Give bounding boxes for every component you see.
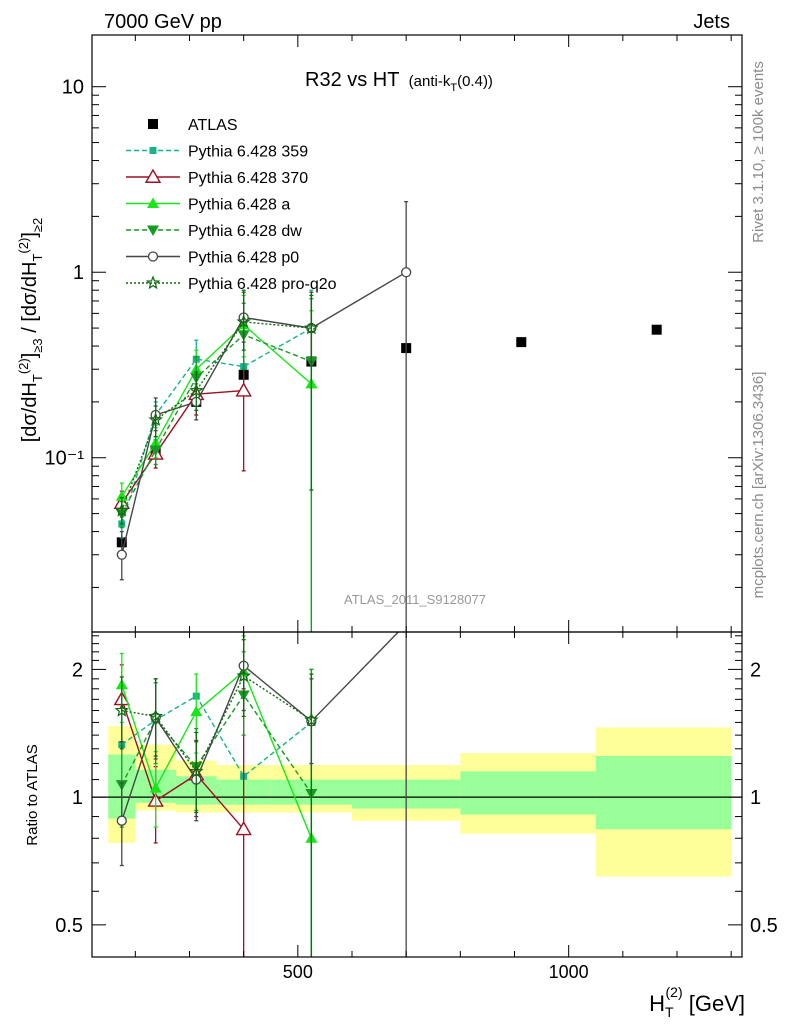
ratio-panel-frame — [91, 631, 743, 958]
top-line-p370 — [121, 389, 244, 504]
axes: 500 1000 10⁻¹ 1 10 0.5 0.5 1 1 2 2 — [45, 34, 778, 982]
legend-label-pa: Pythia 6.428 a — [188, 197, 290, 214]
legend-marker-p370 — [144, 168, 162, 183]
legend-label-pp0: Pythia 6.428 p0 — [188, 250, 299, 267]
top-point-pq2o — [114, 502, 130, 517]
top-y-tick-label: 10 — [62, 77, 84, 99]
ratio-point-pq2o — [148, 708, 163, 723]
top-series-pa — [115, 294, 318, 632]
y-axis-label-bottom: Ratio to ATLAS — [24, 744, 41, 845]
legend-item-pq2o: Pythia 6.428 pro-q2o — [126, 275, 337, 293]
ratio-point-pa — [149, 782, 162, 793]
main-title-sub-a: (anti-k — [409, 73, 451, 90]
main-title: R32 vs HT (anti-kT(0.4)) — [305, 69, 493, 94]
ratio-point-pq2o — [236, 668, 251, 683]
ratio-line-p370 — [121, 699, 245, 830]
ratio-point-pq2o — [304, 712, 319, 727]
svg-text:Rivet 3.1.10, ≥ 100k events: Rivet 3.1.10, ≥ 100k events — [750, 61, 767, 243]
legend-label-pq2o: Pythia 6.428 pro-q2o — [188, 276, 337, 293]
top-line-p359 — [121, 327, 312, 525]
ratio-point-pq2o — [189, 763, 204, 778]
legend-item-p359: Pythia 6.428 359 — [126, 144, 308, 161]
legend-marker-pa — [147, 197, 159, 208]
top-point-pq2o — [236, 314, 251, 329]
top-point-pq2o — [148, 412, 163, 427]
legend-item-pa: Pythia 6.428 a — [126, 197, 290, 214]
x-tick-label: 500 — [283, 962, 313, 982]
top-series-p359 — [118, 289, 315, 539]
legend-marker-pp0 — [147, 251, 159, 262]
ratio-point-pq2o — [114, 702, 130, 717]
ratio-uncertainty-bands — [92, 726, 742, 877]
ratio-line-pdw — [121, 693, 312, 794]
band-inner — [595, 756, 732, 830]
ratio-y-tick-label-right: 1 — [750, 787, 761, 809]
svg-text:Ratio to ATLAS: Ratio to ATLAS — [24, 744, 41, 845]
ratio-y-tick-label-left: 2 — [72, 659, 83, 681]
legend-item-pdw: Pythia 6.428 dw — [126, 223, 302, 240]
header-right: Jets — [693, 11, 730, 33]
main-title-sub-b: (0.4)) — [457, 73, 493, 90]
top-series-pdw — [115, 298, 318, 632]
top-line-pq2o — [121, 321, 312, 511]
legend: ATLAS Pythia 6.428 359 Pythia 6.428 370 Pyt… — [126, 117, 337, 293]
header-left: 7000 GeV pp — [104, 11, 222, 33]
top-point-atlas — [516, 337, 527, 348]
svg-text:[dσ/dHT(2)]≥3 / [dσ/dHT(2)]≥2: [dσ/dHT(2)]≥3 / [dσ/dHT(2)]≥2 — [16, 218, 45, 443]
top-point-pp0 — [401, 267, 412, 278]
main-title-sub-sub: T — [450, 82, 457, 94]
top-point-atlas — [651, 324, 662, 335]
legend-item-p370: Pythia 6.428 370 — [126, 168, 308, 187]
top-point-pdw — [149, 445, 162, 457]
top-y-tick-label: 10⁻¹ — [45, 448, 85, 470]
legend-marker-atlas — [148, 119, 158, 129]
ratio-y-tick-label-left: 0.5 — [55, 915, 83, 937]
ratio-series-p370 — [113, 664, 252, 957]
ratio-y-tick-label-right: 0.5 — [750, 915, 778, 937]
legend-marker-pdw — [147, 225, 159, 236]
ratio-point-p370 — [235, 820, 252, 836]
main-title-text: R32 vs HT — [305, 69, 399, 91]
ratio-line-pq2o — [121, 674, 312, 773]
band-inner — [460, 771, 596, 815]
legend-marker-p359 — [149, 147, 157, 154]
ratio-y-tick-label-right: 2 — [750, 659, 761, 681]
ratio-point-pa — [190, 705, 203, 717]
top-point-p370 — [235, 382, 252, 397]
ratio-series-pq2o — [114, 639, 319, 957]
top-series-pq2o — [114, 289, 319, 525]
top-series-pp0 — [116, 201, 412, 632]
legend-item-atlas: ATLAS — [148, 117, 238, 134]
x-axis-label: HT(2) [GeV] — [649, 984, 745, 1020]
top-point-pq2o — [189, 382, 204, 397]
x-tick-label: 1000 — [549, 962, 589, 982]
top-point-pq2o — [304, 320, 319, 335]
top-y-tick-label: 1 — [73, 262, 84, 284]
watermark: ATLAS_2011_S9128077 — [344, 592, 486, 607]
legend-label-p370: Pythia 6.428 370 — [188, 170, 308, 187]
legend-label-p359: Pythia 6.428 359 — [188, 144, 308, 161]
top-line-pp0 — [121, 271, 407, 555]
legend-marker-pq2o — [145, 275, 161, 290]
side-rivet: Rivet 3.1.10, ≥ 100k events — [750, 61, 767, 243]
y-axis-label-top: [dσ/dHT(2)]≥3 / [dσ/dHT(2)]≥2 — [16, 218, 45, 443]
top-line-pa — [121, 323, 312, 497]
top-point-pp0 — [116, 549, 127, 560]
top-point-pa — [115, 490, 128, 501]
legend-item-pp0: Pythia 6.428 p0 — [126, 250, 299, 267]
legend-label-atlas: ATLAS — [188, 117, 238, 134]
ratio-point-pp0 — [116, 815, 127, 826]
side-mcplots: mcplots.cern.ch [arXiv:1306.3436] — [750, 372, 767, 599]
ratio-y-tick-label-left: 1 — [72, 787, 83, 809]
top-panel-series — [113, 201, 662, 632]
legend-label-pdw: Pythia 6.428 dw — [188, 223, 302, 240]
svg-text:mcplots.cern.ch [arXiv:1306.34: mcplots.cern.ch [arXiv:1306.3436] — [750, 372, 767, 599]
